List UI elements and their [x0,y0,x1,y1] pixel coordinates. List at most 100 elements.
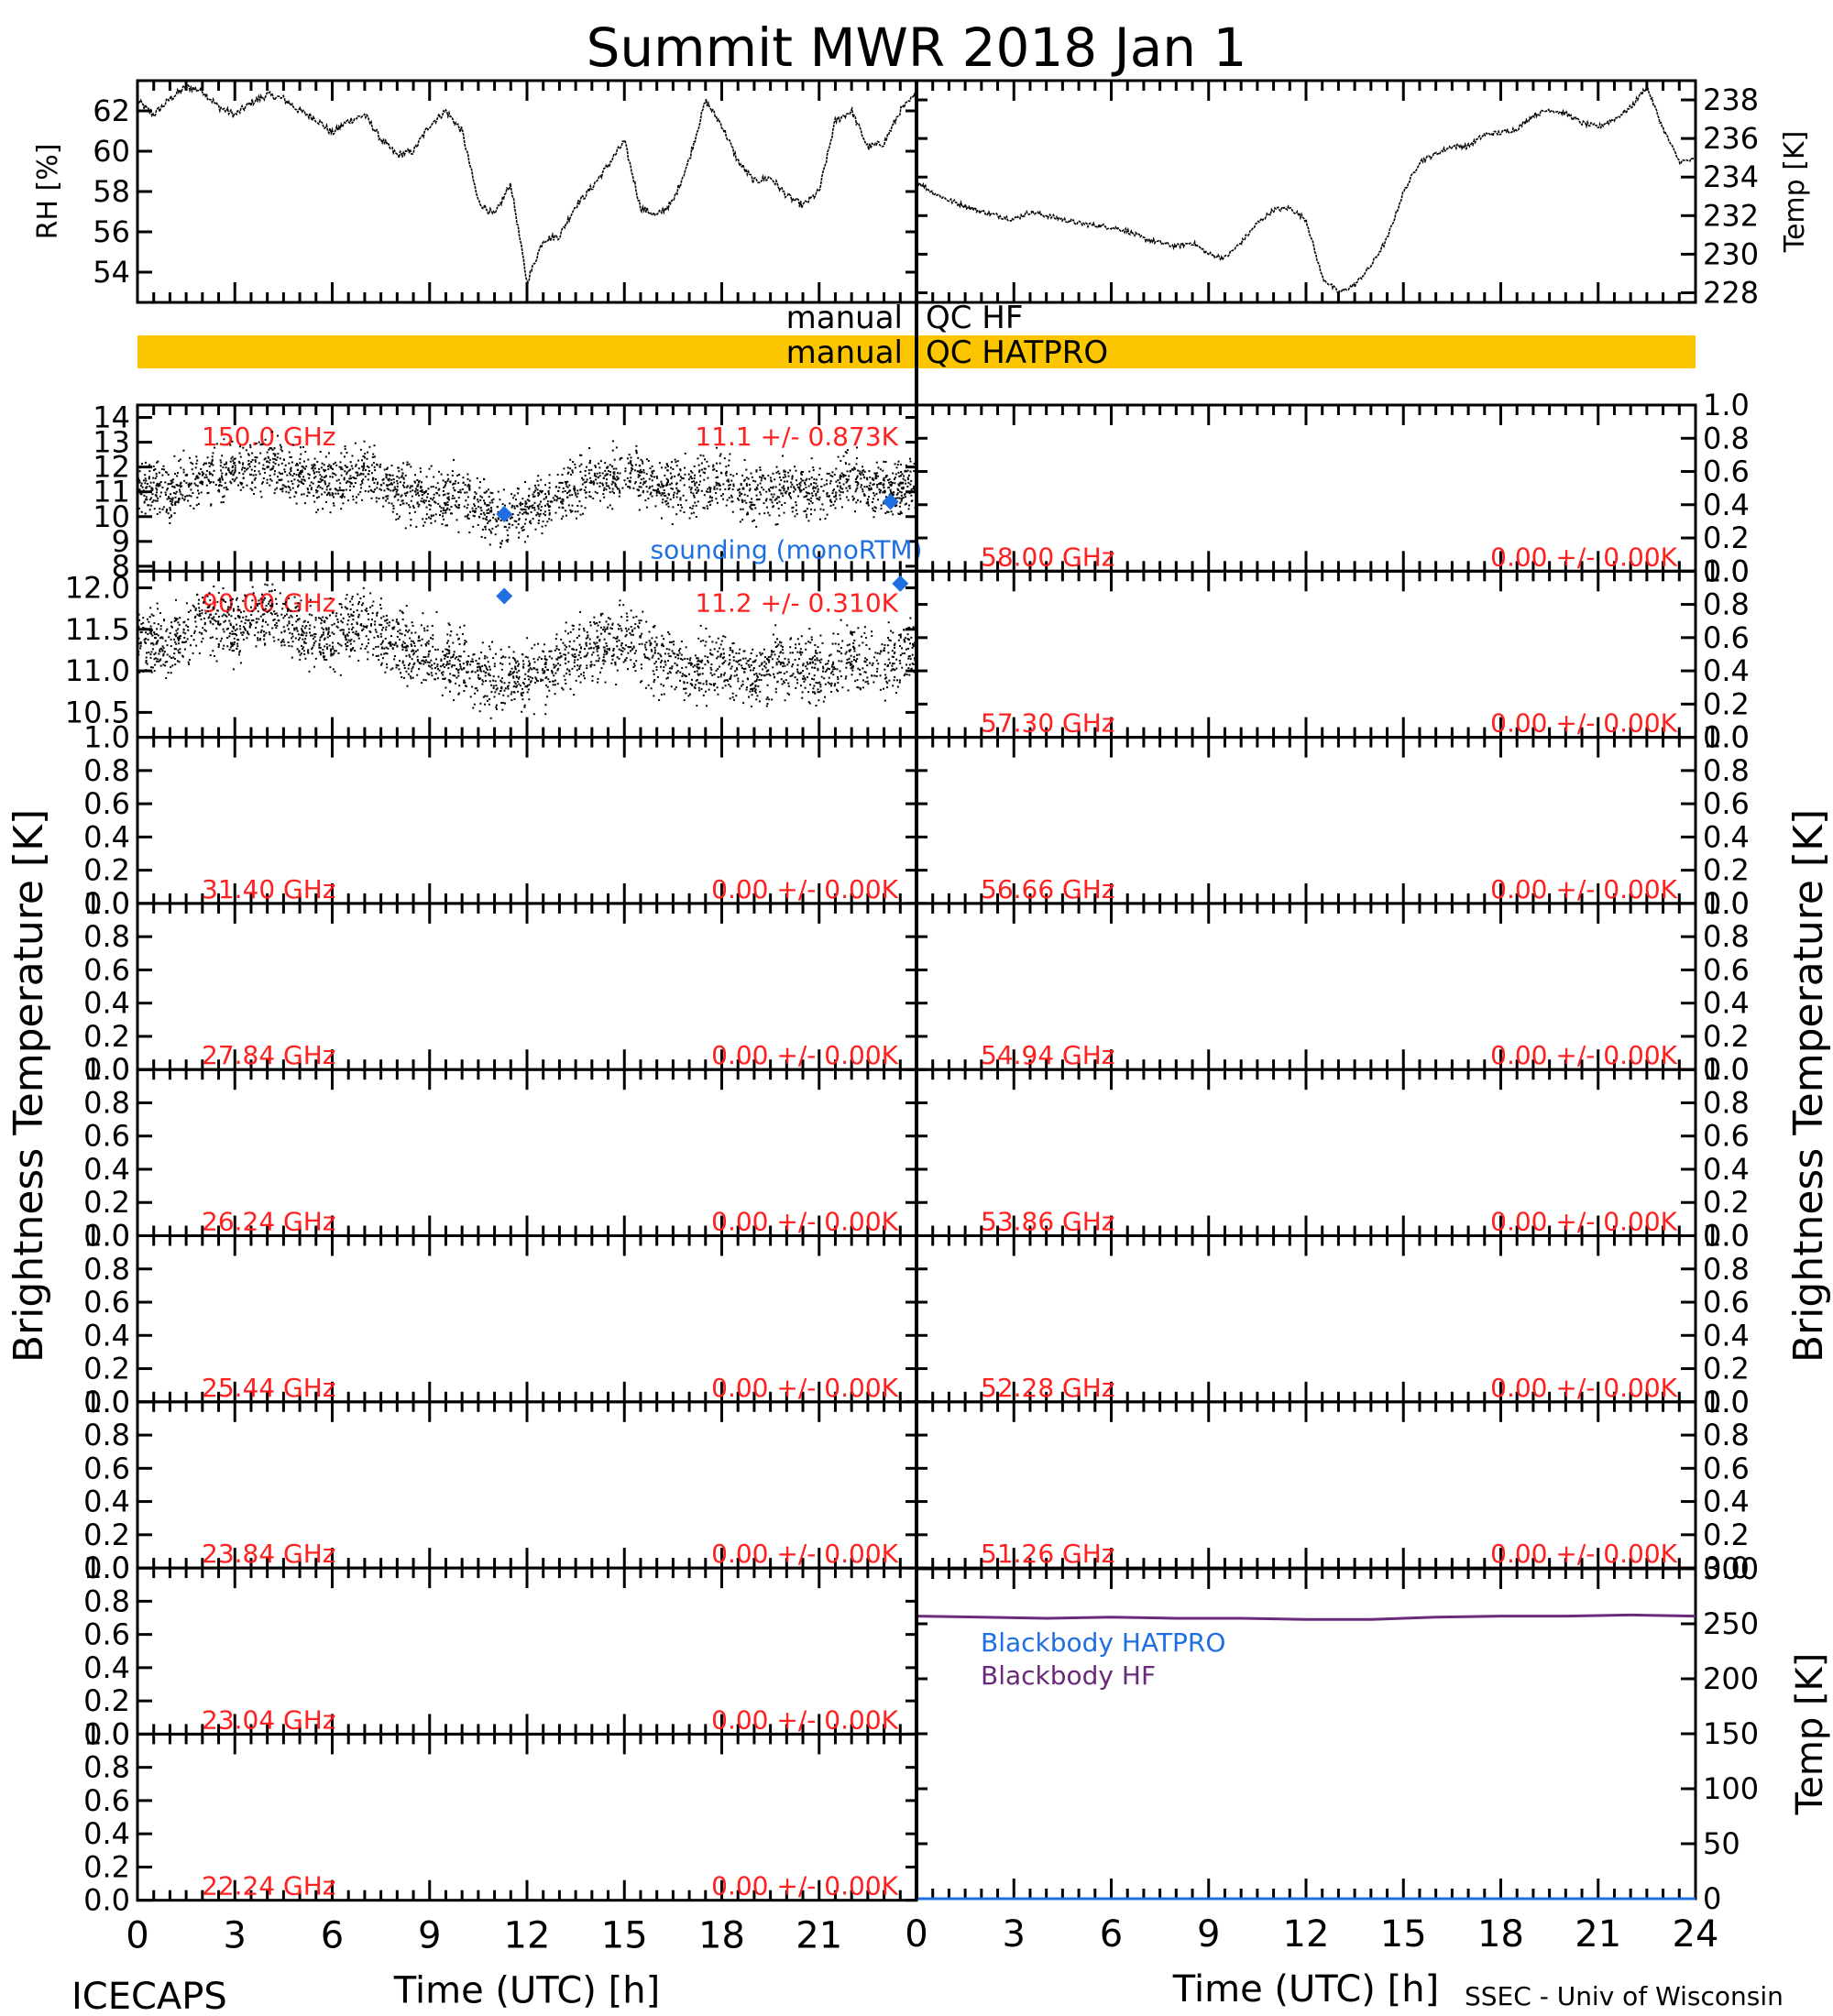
data-point [189,456,192,459]
data-point [716,482,719,485]
data-point [462,663,465,665]
data-point [290,466,292,469]
data-point [789,638,792,641]
data-point [239,481,242,484]
data-point [876,486,879,488]
data-point [562,487,565,489]
data-point [251,488,254,491]
data-point [774,641,777,643]
data-point [170,483,172,485]
data-point [330,466,333,469]
data-point [819,684,822,685]
data-point [302,476,305,478]
data-point [434,513,437,516]
data-point [661,517,663,520]
data-point [319,647,322,649]
data-point [749,488,752,490]
data-point [588,461,591,464]
data-point [202,627,204,630]
data-point [485,671,488,674]
data-point [297,484,300,487]
data-point [695,504,697,507]
data-point [231,469,234,472]
data-point [554,665,556,668]
data-point [181,497,184,499]
data-point [177,472,179,475]
data-point [230,641,232,644]
data-point [153,631,156,634]
data-point [904,641,906,643]
data-point [501,655,504,658]
data-point [913,485,916,488]
data-point [571,509,574,512]
data-point [222,598,225,601]
data-point [597,645,599,648]
data-point [283,644,286,647]
data-point [148,485,151,488]
data-point [587,647,590,650]
data-point [586,466,587,468]
data-point [679,476,682,478]
data-point [251,458,254,461]
data-point [442,479,445,482]
data-point [898,660,901,662]
data-point [440,473,443,476]
data-point [264,583,267,586]
data-point [647,657,650,660]
data-point [560,500,562,503]
data-point [479,495,482,498]
data-point [366,625,368,628]
data-point [313,665,316,668]
data-point [521,665,524,668]
data-point [648,630,651,633]
data-point [609,470,612,473]
data-point [653,646,656,649]
data-point [232,474,235,477]
data-point [185,624,188,627]
data-point [194,608,197,610]
data-point [903,639,906,641]
data-point [140,630,143,633]
data-point [790,486,793,488]
data-point [715,492,718,494]
data-point [249,488,252,490]
data-point [892,685,895,687]
data-point [578,668,581,670]
data-point [743,459,746,461]
data-point [644,646,647,649]
data-point [403,664,406,667]
data-point [139,641,142,643]
data-point [484,518,487,520]
data-point [156,660,159,663]
data-point [904,503,906,506]
data-point [277,476,279,478]
data-point [671,667,674,670]
data-point [640,458,642,461]
data-point [855,488,858,491]
blackbody-temp-axis-label: Temp [K] [1789,1653,1831,1816]
data-point [322,628,324,630]
data-point [205,462,207,465]
data-point [785,470,786,473]
data-point [679,469,682,472]
data-point [213,608,215,610]
data-point [221,615,224,618]
data-point [307,491,310,494]
data-point [731,488,734,491]
data-point [696,705,698,707]
data-point [673,496,675,499]
data-point [531,647,533,650]
data-point [444,493,446,496]
data-point [353,640,356,642]
stats-label: 11.2 +/- 0.310K [695,587,898,618]
data-point [709,495,712,498]
data-point [181,654,184,657]
data-point [649,493,652,496]
data-point [177,636,180,639]
data-point [642,462,644,465]
data-point [851,468,854,471]
data-point [834,507,837,509]
data-point [340,497,343,499]
data-point [899,510,902,513]
